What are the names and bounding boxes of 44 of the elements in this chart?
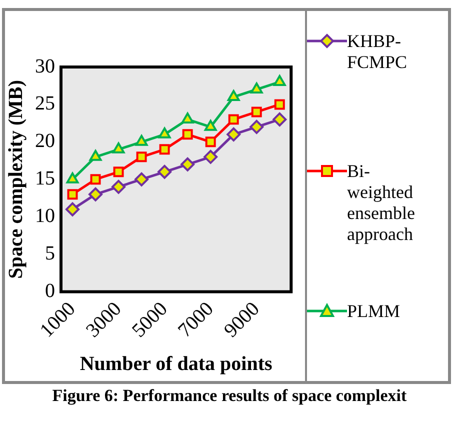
- point: [251, 106, 262, 118]
- point: [250, 82, 263, 94]
- point: [181, 112, 194, 124]
- point: [112, 180, 126, 194]
- x-axis-title: Number of data points: [80, 353, 272, 376]
- point: [66, 172, 79, 184]
- legend-label: Bi-weighted ensemble approach: [347, 161, 416, 245]
- point: [228, 114, 239, 125]
- point: [272, 112, 287, 126]
- point: [158, 127, 171, 138]
- y-tick-label: 5: [45, 242, 55, 265]
- point: [135, 134, 148, 146]
- legend-label: PLMM: [347, 301, 402, 322]
- point: [90, 174, 101, 185]
- point: [89, 150, 102, 161]
- y-tick-label: 0: [45, 280, 55, 302]
- point: [158, 164, 172, 179]
- point: [204, 150, 218, 164]
- y-axis-title: Space complexity (MB): [5, 80, 28, 279]
- point: [113, 166, 124, 178]
- point: [88, 187, 103, 202]
- point: [204, 120, 217, 131]
- point: [180, 157, 195, 172]
- point: [274, 99, 285, 110]
- y-tick-label: 15: [35, 168, 55, 190]
- point: [134, 172, 149, 186]
- legend-label: KHBP-FCMPC: [347, 31, 408, 73]
- caption: Figure 6: Performance results of space complexit: [51, 386, 408, 406]
- y-tick-label: 20: [35, 130, 55, 152]
- point: [67, 189, 78, 200]
- point: [205, 136, 216, 148]
- point: [66, 202, 80, 216]
- point: [227, 90, 240, 101]
- y-tick-label: 30: [35, 55, 55, 78]
- point: [273, 74, 286, 86]
- point: [112, 142, 125, 154]
- point: [250, 120, 264, 134]
- y-tick-label: 10: [35, 205, 55, 228]
- point: [136, 152, 147, 162]
- point: [182, 129, 193, 140]
- y-tick-label: 25: [35, 92, 55, 115]
- point: [226, 127, 241, 142]
- point: [159, 144, 170, 155]
- x-tick-label: 7000: [174, 298, 218, 342]
